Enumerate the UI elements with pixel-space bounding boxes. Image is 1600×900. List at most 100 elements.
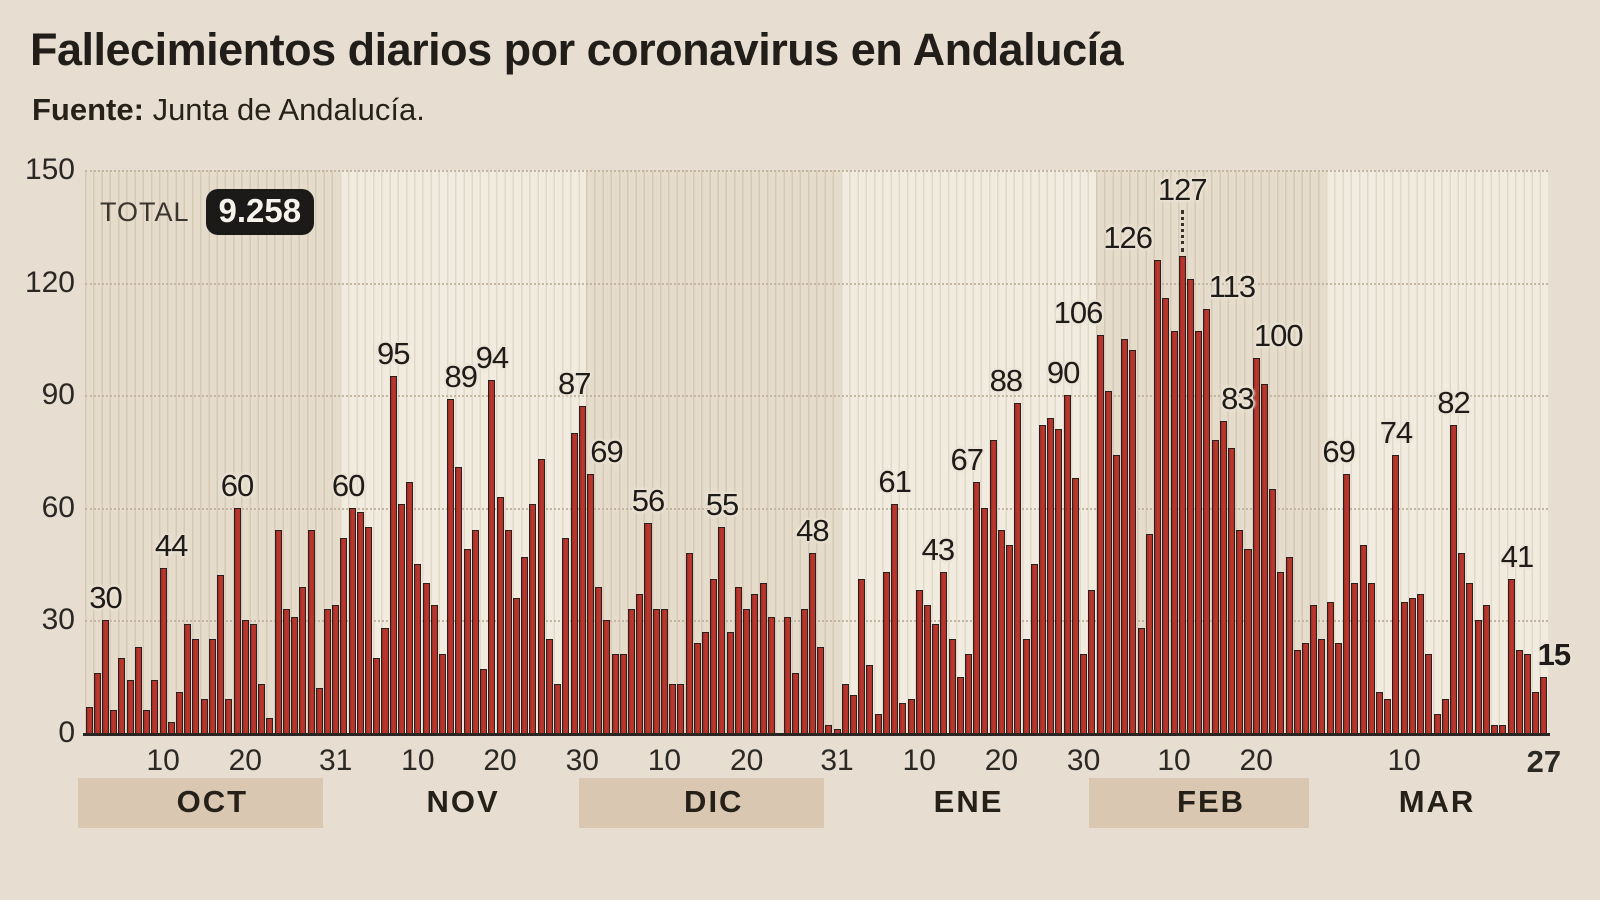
bar [932, 624, 940, 733]
bar [315, 687, 323, 733]
bar [299, 586, 307, 733]
bar [1252, 357, 1260, 733]
bar [1433, 714, 1441, 733]
bar [1006, 545, 1014, 733]
bar [554, 684, 562, 733]
bar [504, 530, 512, 733]
x-tick-label: 20 [228, 744, 262, 777]
total-group: TOTAL 9.258 [100, 189, 315, 235]
bar-value-label: 88 [989, 362, 1023, 398]
y-axis-label-0: 0 [58, 716, 75, 749]
y-axis-label-30: 30 [41, 603, 75, 637]
bar [1260, 383, 1268, 733]
bar [167, 721, 175, 733]
bar [1104, 391, 1112, 733]
bar [159, 567, 167, 733]
bar [307, 530, 315, 733]
bar [1228, 447, 1236, 733]
bar [1277, 571, 1285, 733]
bar [1014, 402, 1022, 733]
bar [225, 699, 233, 733]
bar [529, 504, 537, 733]
bar [1449, 425, 1457, 733]
bar [118, 657, 126, 733]
bar [767, 616, 775, 733]
bar [389, 376, 397, 733]
bar [1515, 650, 1523, 733]
bar [365, 526, 373, 733]
bar [1417, 594, 1425, 733]
bar-value-label: 69 [1322, 434, 1355, 470]
bar-value-label: 113 [1208, 268, 1256, 304]
bar-value-label: 67 [950, 441, 984, 477]
bar [973, 481, 981, 733]
chart-title: Fallecimientos diarios por coronavirus e… [30, 24, 1124, 75]
bar [989, 440, 997, 733]
bar [1022, 639, 1030, 733]
bar [249, 624, 257, 733]
gridline-30 [85, 620, 1548, 623]
bar-value-label: 43 [921, 531, 955, 567]
bar [1096, 335, 1104, 733]
x-tick-label: 20 [483, 744, 517, 777]
bar [792, 672, 800, 733]
bar [619, 654, 627, 733]
bar [184, 624, 192, 733]
bar [808, 552, 816, 733]
bar [1170, 331, 1178, 733]
bar [734, 586, 742, 733]
bar-value-label: 95 [376, 336, 410, 372]
bar [570, 432, 578, 733]
bar [800, 609, 808, 733]
bar [521, 556, 529, 733]
x-tick-label: 30 [1066, 744, 1101, 777]
gridline-150 [85, 170, 1548, 172]
bar [759, 582, 767, 733]
bar [784, 616, 792, 733]
x-tick-label: 10 [647, 744, 682, 777]
bar [208, 639, 216, 733]
source-text: Junta de Andalucía. [152, 92, 425, 127]
bar [1466, 582, 1474, 733]
bar [1334, 642, 1342, 733]
bar-value-label: 15 [1537, 636, 1571, 672]
x-tick-label: 10 [902, 744, 936, 777]
bar [915, 590, 923, 733]
bar [1236, 530, 1244, 733]
bar [743, 609, 751, 733]
bar [644, 522, 652, 733]
bar [1154, 260, 1162, 733]
bar [110, 710, 118, 733]
bar [340, 537, 348, 733]
bar [1088, 590, 1096, 733]
bar [1211, 440, 1219, 733]
month-band-feb [1088, 778, 1310, 828]
bar [841, 684, 849, 733]
bar [373, 657, 381, 733]
bar-value-label: 82 [1437, 385, 1470, 421]
bar [1326, 601, 1334, 733]
x-tick-label: 31 [820, 744, 854, 777]
gridline-60 [85, 507, 1548, 510]
x-tick-label: 30 [565, 744, 599, 777]
bar [1482, 605, 1490, 733]
bar [1219, 421, 1227, 733]
bar [562, 537, 570, 733]
month-label-dic: DIC [684, 784, 744, 819]
bar [693, 642, 701, 733]
y-axis-label-90: 90 [41, 378, 75, 412]
bar [677, 684, 685, 733]
month-label-mar: MAR [1398, 784, 1476, 819]
month-label-oct: OCT [176, 784, 249, 819]
bar [817, 646, 825, 733]
x-tick-label: 10 [1387, 744, 1421, 777]
bar [1310, 605, 1318, 733]
bar [282, 609, 290, 733]
x-tick-label: 20 [729, 744, 764, 777]
bar-value-label: 60 [331, 467, 365, 503]
bar-value-label: 90 [1046, 355, 1080, 391]
bar [981, 507, 989, 733]
bar-value-label: 60 [220, 467, 254, 503]
bar [1499, 725, 1507, 733]
